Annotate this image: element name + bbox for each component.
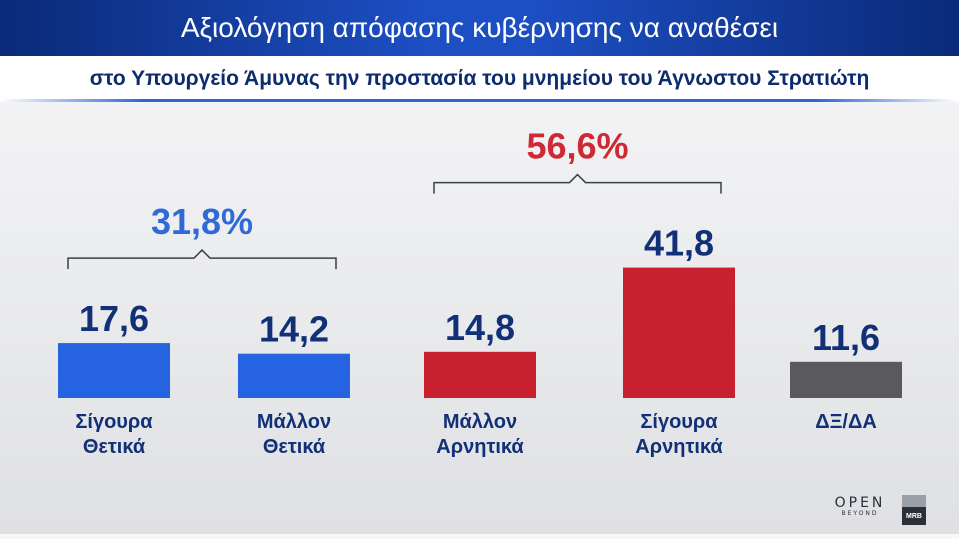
bar-3 (623, 267, 735, 398)
category-label-2-0: Μάλλον (443, 411, 517, 433)
value-label-2: 14,8 (445, 307, 515, 348)
bar-4 (790, 361, 902, 398)
bar-2 (424, 351, 536, 398)
category-label-3-1: Αρνητικά (635, 436, 723, 458)
category-label-1-1: Θετικά (263, 436, 326, 458)
bar-1 (238, 353, 350, 398)
group-total-label-0: 31,8% (151, 201, 253, 242)
category-label-3-0: Σίγουρα (640, 411, 718, 433)
group-total-label-1: 56,6% (526, 126, 628, 167)
beyond-logo-text: BEYOND (841, 510, 879, 517)
value-label-3: 41,8 (644, 223, 714, 264)
group-bracket-0 (67, 249, 337, 270)
open-logo-text: OPEN (834, 495, 886, 511)
category-label-4-0: ΔΞ/ΔΑ (815, 411, 877, 433)
category-label-0-0: Σίγουρα (75, 411, 153, 433)
open-beyond-logo: OPEN BEYOND (830, 496, 890, 517)
bar-0 (58, 343, 170, 398)
category-label-0-1: Θετικά (83, 436, 146, 458)
chart-title: Αξιολόγηση απόφασης κυβέρνησης να αναθέσ… (0, 0, 959, 56)
chart-subtitle: στο Υπουργείο Άμυνας την προστασία του μ… (0, 56, 959, 102)
group-bracket-1 (433, 173, 722, 194)
category-label-2-1: Αρνητικά (436, 436, 524, 458)
value-label-0: 17,6 (79, 298, 149, 339)
category-label-1-0: Μάλλον (257, 411, 331, 433)
value-label-1: 14,2 (259, 309, 329, 350)
mrb-logo: MRB (902, 495, 926, 525)
value-label-4: 11,6 (812, 317, 880, 358)
